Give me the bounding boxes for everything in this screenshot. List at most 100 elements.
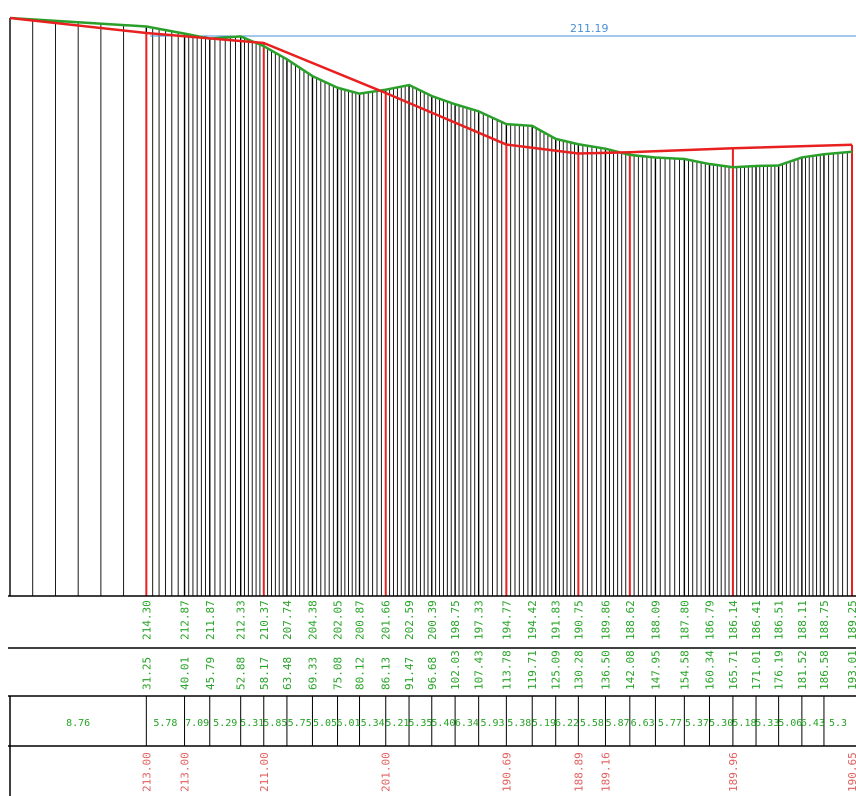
design-elevation-label: 211.00 [258,752,271,792]
distance-label: 125.09 [550,650,563,690]
distance-label: 193.01 [846,650,856,690]
ground-elevation-label: 194.42 [526,600,539,640]
ground-elevation-label: 202.59 [403,600,416,640]
series-layer [9,16,853,169]
segment-length-label: 5.85 [263,718,287,729]
distance-label: 52.88 [235,657,248,690]
distance-label: 69.33 [306,657,319,690]
distance-label: 176.19 [773,650,786,690]
segment-length-label: 6.01 [336,718,360,729]
ground-elevation-label: 207.74 [281,600,294,640]
ground-elevation-label: 200.87 [354,600,367,640]
design-elevation-label: 201.00 [380,752,393,792]
distance-label: 102.03 [449,650,462,690]
segment-length-label: 6.43 [801,718,825,729]
segment-length-label: 5.58 [580,718,604,729]
distance-label: 45.79 [204,657,217,690]
distance-label: 63.48 [281,657,294,690]
ground-elevation-label: 188.62 [624,600,637,640]
ground-elevation-label: 188.75 [818,600,831,640]
design-elevation-label: 189.16 [599,752,612,792]
distance-label: 171.01 [750,650,763,690]
segment-length-label: 5.33 [755,718,779,729]
table-labels: 214.30 212.87 211.87 212.33 210.37 207.74 204.… [66,600,856,792]
ground-elevation-label: 194.77 [500,600,513,640]
ground-elevation-label: 188.09 [649,600,662,640]
design-elevation-label: 188.89 [572,752,585,792]
segment-length-label: 5.3 [829,718,847,729]
segment-length-label: 5.18 [732,718,756,729]
ground-elevation-label: 198.75 [449,600,462,640]
ground-elevation-label: 197.33 [473,600,486,640]
design-profile-line [9,16,853,155]
segment-length-label: 5.37 [685,718,709,729]
station-lines-group [9,18,853,596]
distance-label: 136.50 [599,650,612,690]
distance-label: 86.13 [380,657,393,690]
ground-elevation-label: 212.33 [235,600,248,640]
segment-length-label: 7.09 [185,718,209,729]
segment-length-label: 6.22 [555,718,579,729]
ground-elevation-label: 214.30 [140,600,153,640]
segment-length-label: 5.30 [709,718,733,729]
ground-elevation-label: 201.66 [380,600,393,640]
segment-length-label: 6.63 [631,718,655,729]
reference-level-label: 211.19 [570,22,609,35]
design-elevation-label: 213.00 [179,752,192,792]
ground-elevation-label: 186.14 [727,600,740,640]
distance-label: 119.71 [526,650,539,690]
distance-label: 165.71 [727,650,740,690]
segment-length-label: 5.35 [408,718,432,729]
distance-label: 186.58 [818,650,831,690]
segment-length-label: 5.06 [778,718,802,729]
ground-elevation-label: 189.25 [846,600,856,640]
design-elevation-label: 190.69 [500,752,513,792]
ground-elevation-label: 211.87 [204,600,217,640]
ground-elevation-label: 186.51 [773,600,786,640]
segment-length-label: 5.77 [658,718,682,729]
distance-label: 181.52 [796,650,809,690]
ground-elevation-label: 186.41 [750,600,763,640]
ground-elevation-label: 189.86 [599,600,612,640]
segment-length-label: 5.40 [431,718,455,729]
distance-label: 58.17 [258,657,271,690]
segment-length-label: 5.34 [361,718,385,729]
distance-label: 80.12 [354,657,367,690]
distance-label: 154.58 [678,650,691,690]
segment-length-label: 5.78 [153,718,177,729]
ground-elevation-label: 204.38 [306,600,319,640]
distance-label: 75.08 [332,657,345,690]
distance-label: 96.68 [426,657,439,690]
distance-label: 91.47 [403,657,416,690]
ground-elevation-label: 210.37 [258,600,271,640]
segment-length-label: 5.38 [507,718,531,729]
distance-label: 40.01 [179,657,192,690]
segment-length-label: 5.05 [313,718,337,729]
segment-length-label: 6.34 [455,718,479,729]
ground-elevation-label: 186.79 [703,600,716,640]
design-elevation-label: 190.65 [846,752,856,792]
design-elevation-label: 213.00 [140,752,153,792]
ground-elevation-label: 212.87 [179,600,192,640]
distance-label: 31.25 [140,657,153,690]
distance-label: 160.34 [703,650,716,690]
distance-label: 147.95 [649,650,662,690]
ground-elevation-label: 200.39 [426,600,439,640]
ground-elevation-label: 190.75 [572,600,585,640]
design-elevation-label: 189.96 [727,752,740,792]
segment-length-label: 5.21 [385,718,409,729]
segment-length-label: 5.19 [532,718,556,729]
distance-label: 113.78 [500,650,513,690]
distance-label: 130.28 [572,650,585,690]
ground-elevation-label: 187.80 [678,600,691,640]
distance-label: 142.08 [624,650,637,690]
segment-length-label: 5.93 [480,718,504,729]
segment-length-label: 5.75 [288,718,312,729]
segment-length-label: 8.76 [66,718,90,729]
distance-label: 107.43 [473,650,486,690]
table-grid [8,595,856,796]
ground-elevation-label: 202.05 [332,600,345,640]
segment-length-label: 5.87 [606,718,630,729]
ground-profile-line [9,16,853,169]
